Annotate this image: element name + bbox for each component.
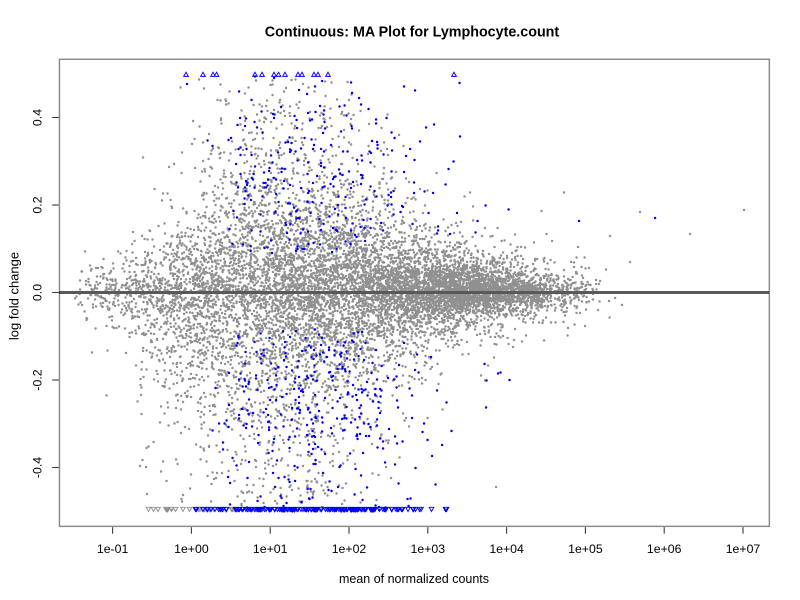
svg-text:0.0: 0.0 (30, 284, 44, 301)
svg-text:1e+07: 1e+07 (726, 542, 761, 556)
svg-text:1e+05: 1e+05 (568, 542, 603, 556)
svg-text:1e-01: 1e-01 (97, 542, 129, 556)
svg-text:Continuous: MA Plot for Lympho: Continuous: MA Plot for Lymphocyte.count (265, 24, 560, 40)
svg-text:-0.2: -0.2 (30, 369, 44, 390)
svg-text:0.2: 0.2 (30, 196, 44, 213)
svg-text:1e+04: 1e+04 (489, 542, 524, 556)
svg-text:log fold change: log fold change (7, 252, 22, 340)
svg-text:1e+06: 1e+06 (647, 542, 682, 556)
svg-text:1e+00: 1e+00 (174, 542, 209, 556)
svg-text:1e+01: 1e+01 (253, 542, 288, 556)
svg-text:mean of normalized counts: mean of normalized counts (339, 572, 489, 586)
svg-text:0.4: 0.4 (30, 109, 44, 126)
svg-text:1e+02: 1e+02 (332, 542, 367, 556)
svg-text:1e+03: 1e+03 (411, 542, 446, 556)
svg-text:-0.4: -0.4 (30, 457, 44, 478)
